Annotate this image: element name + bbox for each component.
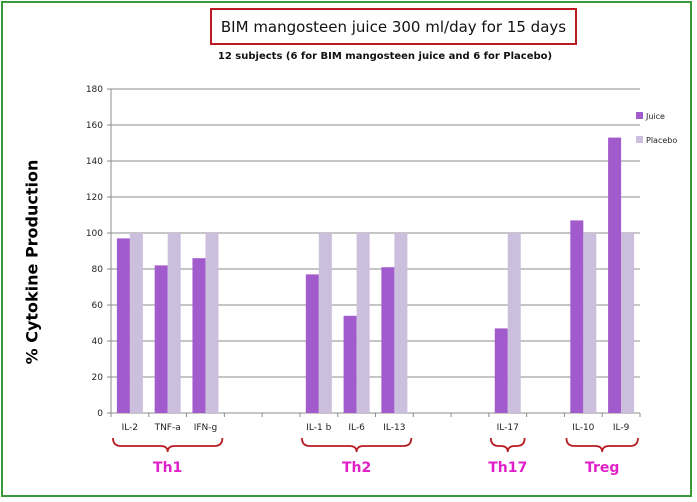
group-label-treg: Treg [585, 460, 619, 476]
bar-placebo-tnf-a [167, 233, 181, 413]
bar-placebo-il-17 [507, 233, 521, 413]
bar-juice-tnf-a [154, 265, 168, 413]
y-tick-label: 180 [86, 85, 103, 95]
x-tick-label: IL-1 b [306, 423, 331, 433]
bar-juice-il-6 [343, 315, 357, 413]
y-tick-label: 60 [92, 301, 104, 311]
chart-subtitle: 12 subjects (6 for BIM mangosteen juice … [217, 51, 553, 62]
x-tick-label: IL-10 [572, 423, 594, 433]
x-tick-label: IL-17 [497, 423, 519, 433]
y-tick-label: 40 [92, 337, 104, 347]
chart-frame [1, 1, 692, 497]
y-tick-label: 160 [86, 121, 103, 131]
legend-label-juice: Juice [645, 112, 665, 121]
bar-juice-il-13 [381, 267, 395, 413]
bar-juice-il-1-b [305, 274, 319, 413]
bar-juice-il-17 [494, 328, 508, 413]
y-tick-label: 120 [86, 193, 103, 203]
bar-juice-il-9 [608, 137, 622, 413]
chart-title: BIM mangosteen juice 300 ml/day for 15 d… [210, 8, 577, 45]
bar-placebo-ifn-g [205, 233, 219, 413]
x-tick-label: IL-9 [613, 423, 630, 433]
bar-juice-il-2 [116, 238, 130, 413]
group-label-th2: Th2 [342, 460, 371, 476]
legend-swatch-placebo [636, 136, 643, 143]
y-tick-label: 20 [92, 373, 104, 383]
x-tick-label: TNF-a [154, 423, 181, 433]
group-bracket-th17 [489, 437, 526, 453]
bar-juice-il-10 [570, 220, 584, 413]
y-tick-label: 100 [86, 229, 103, 239]
bar-placebo-il-13 [394, 233, 408, 413]
group-label-th17: Th17 [488, 460, 527, 476]
bar-placebo-il-9 [621, 233, 635, 413]
bar-placebo-il-10 [583, 233, 597, 413]
legend-label-placebo: Placebo [646, 136, 677, 145]
y-tick-label: 140 [86, 157, 103, 167]
bar-placebo-il-2 [129, 233, 143, 413]
x-tick-label: IL-2 [122, 423, 138, 433]
x-tick-label: IL-6 [348, 423, 365, 433]
y-tick-label: 80 [92, 265, 104, 275]
group-bracket-th2 [301, 437, 413, 453]
group-bracket-treg [565, 437, 639, 453]
bar-placebo-il-6 [356, 233, 370, 413]
group-bracket-th1 [112, 437, 224, 453]
group-label-th1: Th1 [153, 460, 182, 476]
y-tick-label: 0 [97, 409, 103, 419]
bar-juice-ifn-g [192, 258, 206, 413]
legend-swatch-juice [636, 112, 643, 119]
x-tick-label: IFN-g [194, 423, 218, 433]
x-tick-label: IL-13 [383, 423, 405, 433]
bar-placebo-il-1-b [318, 233, 332, 413]
